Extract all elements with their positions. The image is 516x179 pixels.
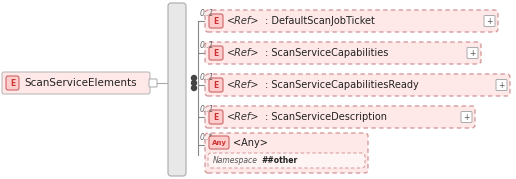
FancyBboxPatch shape [461, 112, 472, 122]
Text: 0..1: 0..1 [200, 9, 215, 18]
Text: E: E [10, 79, 15, 88]
FancyBboxPatch shape [208, 153, 365, 168]
Circle shape [191, 76, 197, 81]
Text: <Ref>: <Ref> [227, 16, 260, 26]
Text: <Ref>: <Ref> [227, 48, 260, 58]
FancyBboxPatch shape [484, 16, 495, 26]
FancyBboxPatch shape [2, 72, 150, 94]
Text: +: + [470, 49, 476, 57]
Text: Any: Any [212, 139, 227, 146]
Text: : DefaultScanJobTicket: : DefaultScanJobTicket [265, 16, 375, 26]
FancyBboxPatch shape [496, 79, 507, 91]
FancyBboxPatch shape [205, 10, 498, 32]
FancyBboxPatch shape [168, 3, 186, 176]
Text: <Any>: <Any> [233, 137, 268, 147]
Circle shape [191, 86, 197, 91]
FancyBboxPatch shape [6, 76, 19, 90]
Text: +: + [463, 112, 470, 122]
FancyBboxPatch shape [209, 78, 223, 92]
FancyBboxPatch shape [209, 110, 223, 124]
Text: 0..1: 0..1 [200, 73, 215, 82]
FancyBboxPatch shape [205, 42, 481, 64]
Text: : ScanServiceCapabilities: : ScanServiceCapabilities [265, 48, 389, 58]
Text: E: E [214, 81, 219, 90]
FancyBboxPatch shape [209, 14, 223, 28]
Text: ##other: ##other [261, 156, 297, 165]
FancyBboxPatch shape [467, 47, 478, 59]
Text: 0..1: 0..1 [200, 105, 215, 114]
Text: : ScanServiceDescription: : ScanServiceDescription [265, 112, 387, 122]
Text: +: + [498, 81, 505, 90]
FancyBboxPatch shape [205, 133, 368, 173]
Text: E: E [214, 16, 219, 25]
Text: 0..*: 0..* [200, 133, 214, 142]
FancyBboxPatch shape [209, 136, 229, 149]
Text: E: E [214, 112, 219, 122]
Text: ScanServiceElements: ScanServiceElements [24, 78, 137, 88]
FancyBboxPatch shape [205, 106, 475, 128]
Text: <Ref>: <Ref> [227, 112, 260, 122]
Text: E: E [214, 49, 219, 57]
FancyBboxPatch shape [205, 74, 510, 96]
FancyBboxPatch shape [149, 79, 157, 87]
Text: Namespace: Namespace [213, 156, 258, 165]
Text: 0..1: 0..1 [200, 41, 215, 50]
Text: : ScanServiceCapabilitiesReady: : ScanServiceCapabilitiesReady [265, 80, 419, 90]
FancyBboxPatch shape [209, 46, 223, 60]
Text: +: + [486, 16, 493, 25]
Text: <Ref>: <Ref> [227, 80, 260, 90]
Circle shape [191, 81, 197, 86]
